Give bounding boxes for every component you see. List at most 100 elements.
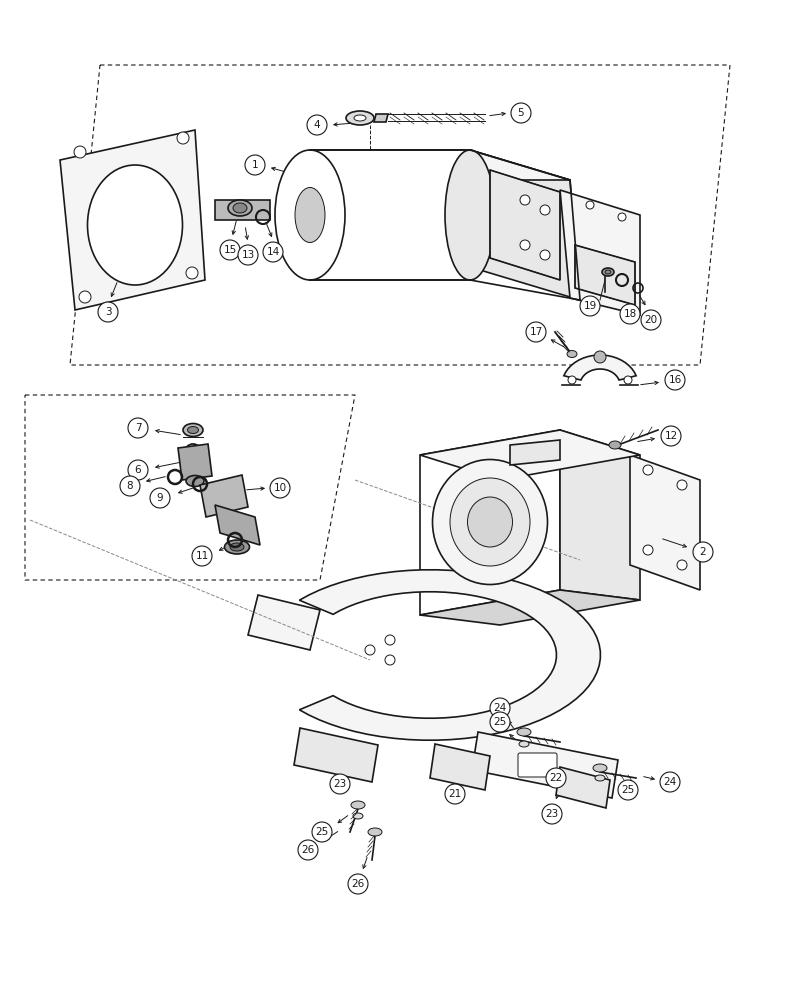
Text: 20: 20: [645, 315, 657, 325]
Ellipse shape: [593, 764, 607, 772]
Polygon shape: [200, 475, 248, 517]
Polygon shape: [420, 430, 640, 480]
Polygon shape: [294, 728, 378, 782]
Ellipse shape: [188, 426, 198, 434]
Text: 25: 25: [622, 785, 634, 795]
FancyBboxPatch shape: [518, 753, 557, 777]
Text: 23: 23: [545, 809, 559, 819]
Circle shape: [490, 712, 510, 732]
Circle shape: [186, 267, 198, 279]
Circle shape: [520, 240, 530, 250]
Text: 25: 25: [494, 717, 506, 727]
Text: 24: 24: [494, 703, 506, 713]
Circle shape: [660, 772, 680, 792]
Circle shape: [79, 291, 91, 303]
Text: 6: 6: [135, 465, 142, 475]
Ellipse shape: [224, 540, 249, 554]
Ellipse shape: [567, 351, 577, 358]
Polygon shape: [60, 130, 205, 310]
Polygon shape: [560, 190, 640, 315]
Text: 2: 2: [700, 547, 706, 557]
Polygon shape: [215, 200, 270, 220]
Ellipse shape: [351, 801, 365, 809]
Ellipse shape: [233, 203, 247, 213]
Circle shape: [385, 635, 395, 645]
Text: 25: 25: [315, 827, 329, 837]
Circle shape: [620, 304, 640, 324]
Text: 13: 13: [241, 250, 255, 260]
Polygon shape: [510, 440, 560, 465]
Ellipse shape: [605, 270, 611, 274]
Circle shape: [445, 784, 465, 804]
Ellipse shape: [595, 775, 605, 781]
Text: 19: 19: [583, 301, 597, 311]
Circle shape: [365, 645, 375, 655]
Ellipse shape: [295, 188, 325, 242]
Polygon shape: [470, 150, 580, 300]
Ellipse shape: [517, 728, 531, 736]
Polygon shape: [472, 732, 618, 798]
Text: 12: 12: [665, 431, 677, 441]
Circle shape: [98, 302, 118, 322]
Circle shape: [546, 768, 566, 788]
Polygon shape: [490, 170, 560, 280]
Circle shape: [641, 310, 661, 330]
Ellipse shape: [432, 460, 548, 584]
Circle shape: [128, 418, 148, 438]
Circle shape: [511, 103, 531, 123]
Circle shape: [618, 213, 626, 221]
Circle shape: [330, 774, 350, 794]
Polygon shape: [374, 114, 388, 122]
Polygon shape: [575, 245, 635, 305]
Circle shape: [665, 370, 685, 390]
Circle shape: [192, 546, 212, 566]
Ellipse shape: [353, 813, 363, 819]
Ellipse shape: [228, 200, 252, 216]
Circle shape: [74, 146, 86, 158]
Circle shape: [594, 351, 606, 363]
Circle shape: [580, 296, 600, 316]
Text: 22: 22: [549, 773, 563, 783]
Text: 23: 23: [334, 779, 346, 789]
Circle shape: [540, 205, 550, 215]
Circle shape: [542, 804, 562, 824]
Polygon shape: [310, 150, 570, 180]
Circle shape: [643, 465, 653, 475]
Circle shape: [568, 376, 576, 384]
Text: 26: 26: [302, 845, 314, 855]
Text: 24: 24: [663, 777, 677, 787]
Circle shape: [120, 476, 140, 496]
Ellipse shape: [88, 165, 182, 285]
Circle shape: [385, 655, 395, 665]
Circle shape: [312, 822, 332, 842]
Polygon shape: [310, 150, 470, 280]
Polygon shape: [215, 505, 260, 545]
Ellipse shape: [519, 741, 529, 747]
Polygon shape: [556, 767, 610, 808]
Polygon shape: [248, 595, 320, 650]
Circle shape: [661, 426, 681, 446]
Circle shape: [150, 488, 170, 508]
Circle shape: [348, 874, 368, 894]
Text: 9: 9: [157, 493, 163, 503]
Ellipse shape: [450, 478, 530, 566]
Text: 26: 26: [351, 879, 365, 889]
Circle shape: [526, 322, 546, 342]
Circle shape: [490, 698, 510, 718]
Polygon shape: [630, 455, 700, 590]
Circle shape: [618, 780, 638, 800]
Circle shape: [643, 545, 653, 555]
Polygon shape: [420, 590, 640, 625]
Text: 1: 1: [252, 160, 259, 170]
Polygon shape: [564, 355, 636, 380]
Ellipse shape: [609, 441, 621, 449]
Circle shape: [677, 560, 687, 570]
Polygon shape: [560, 430, 640, 600]
Ellipse shape: [445, 150, 495, 280]
Text: 3: 3: [105, 307, 111, 317]
Circle shape: [586, 201, 594, 209]
Ellipse shape: [346, 111, 374, 125]
Text: 15: 15: [224, 245, 236, 255]
Text: 5: 5: [517, 108, 525, 118]
Polygon shape: [420, 430, 560, 615]
